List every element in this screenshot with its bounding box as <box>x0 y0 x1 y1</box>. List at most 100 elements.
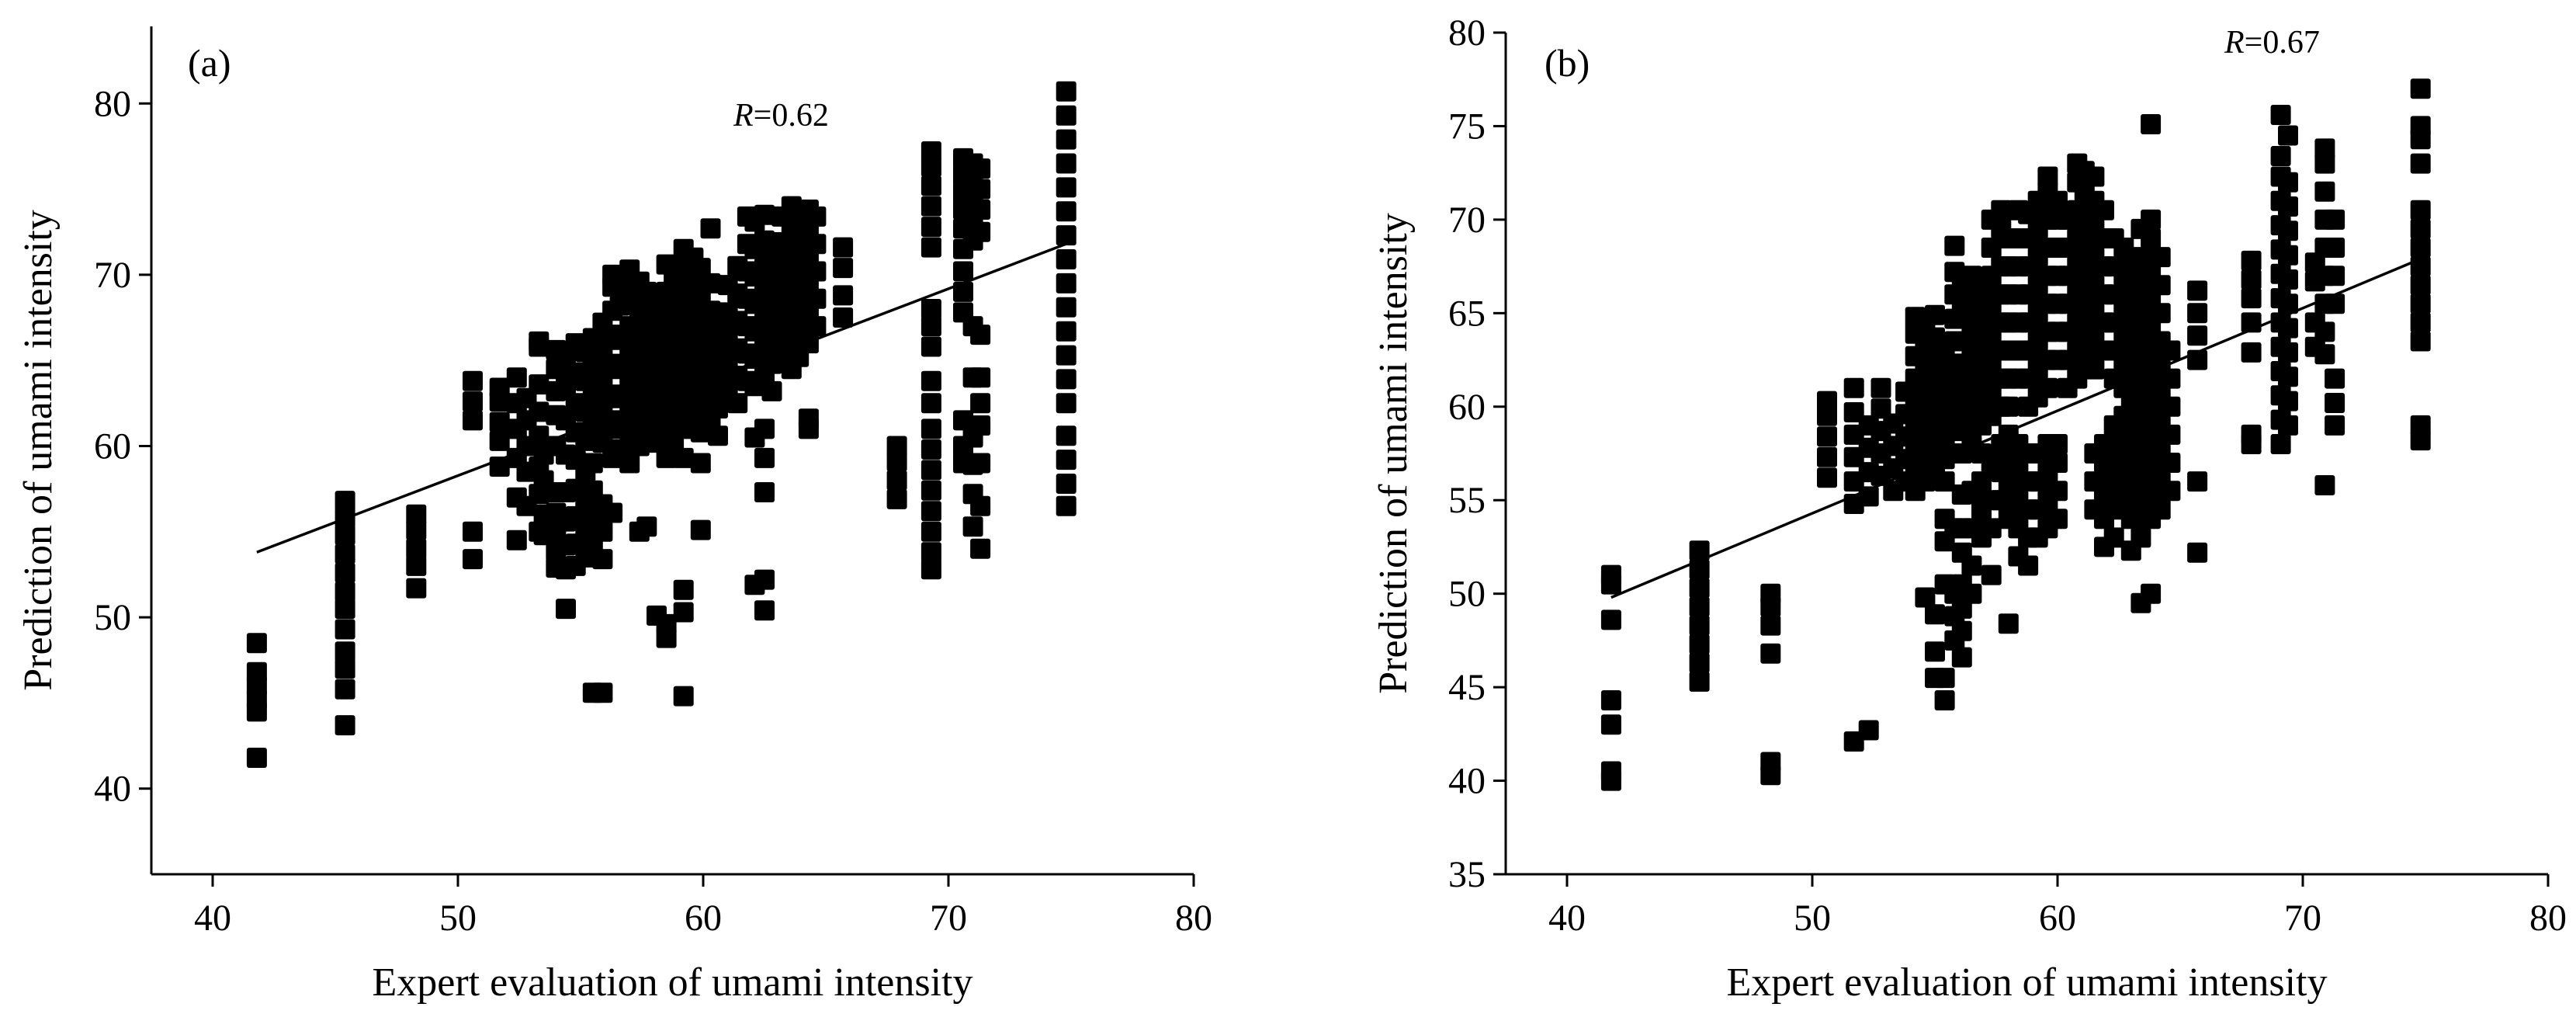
data-point <box>1600 714 1621 735</box>
correlation-label: R=0.67 <box>2224 25 2320 61</box>
data-point <box>1056 105 1077 126</box>
data-point <box>2410 293 2431 314</box>
correlation-value: =0.62 <box>754 98 829 134</box>
data-point <box>1056 321 1077 342</box>
data-point <box>1760 643 1781 664</box>
data-point <box>582 328 603 349</box>
data-point <box>1056 369 1077 390</box>
data-point <box>1056 129 1077 150</box>
panel-a: 40 50 60 70 80 40 50 60 70 80 Expert evaluation of… <box>16 26 1212 1005</box>
data-point <box>406 555 427 576</box>
data-point <box>886 451 907 472</box>
data-point <box>1934 690 1955 710</box>
data-point <box>335 619 355 640</box>
y-tick-label: 50 <box>94 597 131 638</box>
data-point <box>2047 190 2068 211</box>
data-point <box>1056 153 1077 174</box>
data-point <box>2241 342 2262 363</box>
data-point <box>335 582 355 602</box>
data-point <box>529 401 550 422</box>
data-point <box>2103 527 2124 548</box>
data-point <box>754 569 775 590</box>
panel-label: (a) <box>188 41 231 85</box>
data-point <box>920 237 941 258</box>
data-point <box>2410 218 2431 239</box>
data-point <box>1056 81 1077 102</box>
data-point <box>953 261 973 282</box>
data-point <box>970 393 991 414</box>
data-point <box>246 662 267 682</box>
data-point <box>1600 690 1621 710</box>
data-point <box>920 418 941 439</box>
data-point <box>2160 481 2181 502</box>
y-tick-label: 80 <box>94 83 131 124</box>
x-tick-label: 80 <box>2529 898 2567 939</box>
panel-label: (b) <box>1545 41 1590 85</box>
data-point <box>2410 153 2431 174</box>
data-point <box>1056 345 1077 366</box>
data-point <box>629 436 650 457</box>
data-point <box>920 501 941 522</box>
data-point <box>406 519 427 540</box>
data-point <box>920 299 941 319</box>
data-point <box>2187 325 2208 346</box>
data-point <box>1689 615 1710 636</box>
data-point <box>920 480 941 501</box>
data-point <box>700 218 721 239</box>
data-point <box>833 285 854 306</box>
data-point <box>2325 266 2345 286</box>
data-point <box>920 156 941 177</box>
data-point <box>2278 318 2298 339</box>
data-point <box>2187 280 2208 301</box>
data-point <box>2150 303 2171 324</box>
data-point <box>2241 288 2262 309</box>
data-point <box>2410 116 2431 137</box>
data-point <box>1925 604 1945 625</box>
y-tick-label: 40 <box>1448 761 1486 802</box>
data-point <box>920 460 941 481</box>
data-point <box>920 217 941 238</box>
data-point <box>2150 275 2171 296</box>
x-tick-label: 50 <box>1794 898 1831 939</box>
data-point <box>2410 275 2431 296</box>
y-tick-label: 45 <box>1448 667 1486 708</box>
data-point <box>2150 499 2171 520</box>
data-point <box>335 599 355 620</box>
y-tick-label: 60 <box>1448 387 1486 428</box>
data-point <box>2410 312 2431 333</box>
data-point <box>2325 209 2345 230</box>
data-point <box>1998 396 2019 417</box>
data-point <box>1817 391 1837 412</box>
scatter-points <box>246 81 1077 768</box>
data-point <box>2067 368 2088 389</box>
data-point <box>592 549 613 570</box>
data-point <box>1689 559 1710 580</box>
correlation-value: =0.67 <box>2245 25 2320 61</box>
data-point <box>2018 555 2039 576</box>
data-point <box>1760 583 1781 604</box>
data-point <box>690 519 711 540</box>
data-point <box>970 415 991 436</box>
data-point <box>619 453 640 474</box>
data-point <box>953 281 973 302</box>
data-point <box>463 521 483 542</box>
data-point <box>1056 273 1077 293</box>
data-point <box>673 686 694 707</box>
data-point <box>962 516 983 537</box>
data-point <box>2278 245 2298 266</box>
data-point <box>1925 304 1945 325</box>
data-point <box>2160 396 2181 417</box>
data-point <box>2278 293 2298 314</box>
data-point <box>1056 201 1077 222</box>
data-point <box>529 331 550 352</box>
data-point <box>1760 752 1781 773</box>
data-point <box>886 470 907 491</box>
data-point <box>2314 344 2335 365</box>
data-point <box>886 436 907 457</box>
data-point <box>2084 166 2105 187</box>
data-point <box>2187 471 2208 492</box>
data-point <box>700 273 721 293</box>
data-point <box>335 715 355 736</box>
data-point <box>1951 647 1972 668</box>
data-point <box>2047 453 2068 473</box>
